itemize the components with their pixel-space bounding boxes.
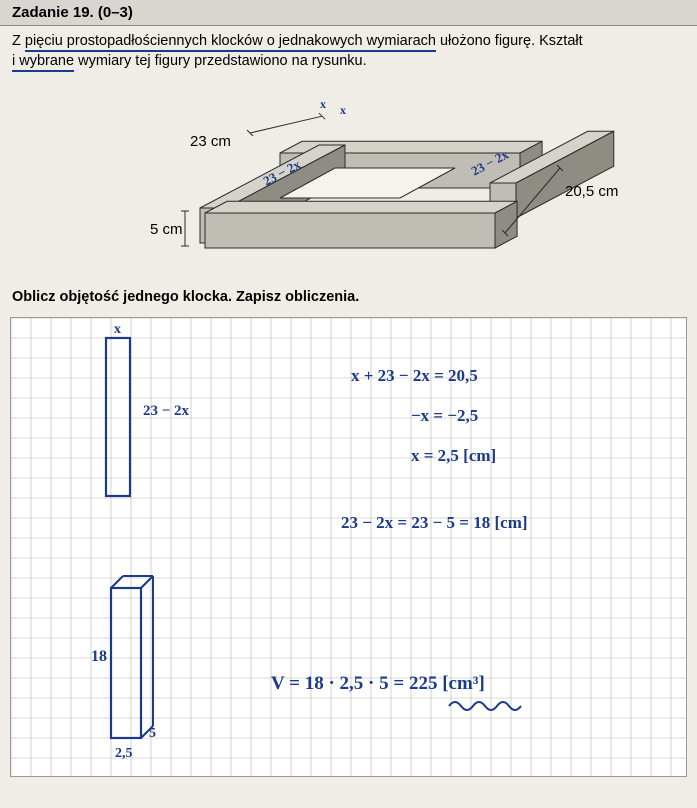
anno-x1: x bbox=[320, 97, 326, 112]
volume-eq: V = 18 · 2,5 · 5 = 225 [cm³] bbox=[271, 673, 485, 695]
t1b: pięciu prostopadłościennych klocków bbox=[25, 33, 267, 52]
rect1-label-side: 23 − 2x bbox=[143, 403, 189, 420]
eq4: 23 − 2x = 23 − 5 = 18 [cm] bbox=[341, 513, 528, 533]
instruction: Oblicz objętość jednego klocka. Zapisz o… bbox=[0, 283, 697, 311]
eq3: x = 2,5 [cm] bbox=[411, 446, 496, 466]
label-23cm: 23 cm bbox=[190, 133, 231, 150]
grid-svg bbox=[11, 318, 687, 777]
figure-svg bbox=[0, 73, 697, 283]
t2b: wymiary tej figury przedstawiono na rysu… bbox=[74, 53, 367, 69]
prism-w: 2,5 bbox=[115, 746, 133, 762]
prism-h: 18 bbox=[91, 648, 107, 666]
task-header: Zadanie 19. (0–3) bbox=[0, 0, 697, 26]
anno-x2: x bbox=[340, 103, 346, 118]
label-5cm: 5 cm bbox=[150, 221, 183, 238]
t1c: o jednakowych wymiarach bbox=[267, 33, 436, 52]
figure-area: 23 cm 20,5 cm 5 cm 23 − 2x 23 − 2x x x bbox=[0, 73, 697, 283]
t1a: Z bbox=[12, 33, 25, 49]
label-205cm: 20,5 cm bbox=[565, 183, 618, 200]
eq1: x + 23 − 2x = 20,5 bbox=[351, 366, 478, 386]
rect1-label-x: x bbox=[114, 322, 121, 338]
t1d: ułożono figurę. Kształt bbox=[436, 33, 583, 49]
t2a: i wybrane bbox=[12, 53, 74, 72]
work-grid: x 23 − 2x x + 23 − 2x = 20,5 −x = −2,5 x… bbox=[10, 317, 687, 777]
problem-text: Z pięciu prostopadłościennych klocków o … bbox=[0, 26, 697, 73]
eq2: −x = −2,5 bbox=[411, 406, 478, 426]
prism-d: 5 bbox=[149, 726, 156, 742]
